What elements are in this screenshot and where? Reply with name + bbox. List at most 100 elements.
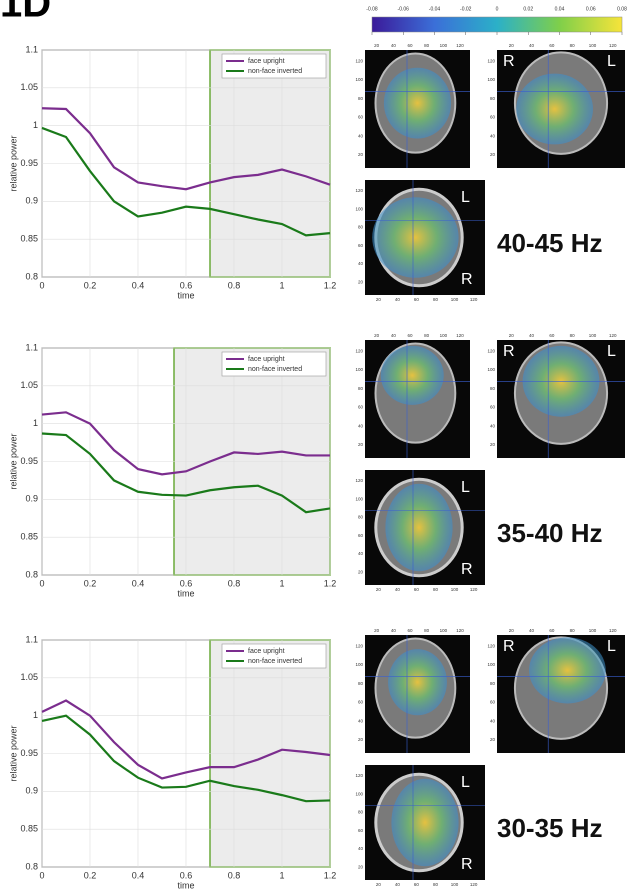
y-tick-label: 1 [33, 418, 38, 428]
brain-tick-label: 100 [487, 662, 495, 667]
brain-tick-label: 120 [487, 348, 495, 353]
activation [380, 345, 444, 405]
orientation-label: L [461, 774, 470, 791]
orientation-label: R [503, 343, 515, 360]
x-tick-label: 0.2 [84, 870, 97, 880]
x-tick-label: 0 [39, 280, 44, 290]
brain-tick-label: 80 [570, 628, 576, 633]
legend-label: face upright [248, 58, 285, 65]
y-tick-label: 1.05 [20, 380, 38, 390]
brain-tick-label: 40 [529, 43, 535, 48]
brain-tick-label: 80 [490, 681, 496, 686]
brain-tick-label: 60 [414, 587, 420, 592]
y-tick-label: 0.85 [20, 824, 38, 834]
brain-tick-label: 60 [490, 700, 496, 705]
series-line [41, 126, 331, 237]
brain-tick-label: 80 [358, 515, 364, 520]
brain-tick-label: 40 [391, 333, 397, 338]
brain-tick-label: 40 [358, 551, 364, 556]
brain-tick-label: 20 [374, 333, 380, 338]
colorbar [371, 16, 623, 33]
brain-tick-label: 100 [440, 43, 448, 48]
brain-tick-label: 20 [374, 628, 380, 633]
y-tick-label: 0.8 [25, 569, 38, 579]
y-tick-label: 1.05 [20, 82, 38, 92]
brain-tick-label: 120 [609, 628, 617, 633]
orientation-label: L [461, 189, 470, 206]
orientation-label: L [607, 638, 616, 655]
y-tick-label: 0.8 [25, 271, 38, 281]
brain-tick-label: 20 [490, 737, 496, 742]
colorbar-tick-label: 0 [496, 6, 499, 12]
series-line [41, 411, 330, 476]
legend-label: non-face inverted [248, 658, 302, 665]
activation [516, 73, 593, 145]
brain-tick-label: 80 [358, 386, 364, 391]
brain-tick-label: 60 [407, 43, 413, 48]
brain-tick-label: 20 [374, 43, 380, 48]
activation [391, 778, 459, 867]
band-label: 30-35 Hz [497, 813, 603, 843]
orientation-label: L [461, 479, 470, 496]
brain-tick-label: 40 [391, 43, 397, 48]
brain-tick-label: 60 [490, 405, 496, 410]
brain-tick-label: 60 [358, 700, 364, 705]
legend [221, 351, 327, 377]
brain-tick-label: 20 [358, 569, 364, 574]
series-line [41, 714, 331, 803]
y-tick-label: 0.9 [25, 786, 38, 796]
x-tick-label: 0.8 [228, 870, 241, 880]
brain-tick-label: 40 [490, 133, 496, 138]
x-tick-label: 0.2 [84, 280, 97, 290]
colorbar-tick-label: 0.02 [523, 6, 533, 12]
brain-tick-label: 80 [490, 386, 496, 391]
brain-tick-label: 100 [440, 628, 448, 633]
series-line [41, 432, 331, 514]
y-axis-label: relative power [8, 433, 18, 489]
x-axis-label: time [177, 880, 194, 890]
brain-tick-label: 120 [355, 478, 363, 483]
orientation-label: R [461, 856, 473, 873]
legend-label: face upright [248, 356, 285, 363]
brain-tick-label: 40 [490, 718, 496, 723]
brain-tick-label: 120 [355, 188, 363, 193]
brain-tick-label: 120 [609, 333, 617, 338]
brain-tick-label: 80 [358, 681, 364, 686]
series-line [41, 699, 331, 780]
brain-tick-label: 120 [355, 348, 363, 353]
brain-tick-label: 80 [570, 333, 576, 338]
y-tick-label: 1 [33, 120, 38, 130]
brain-tick-label: 100 [355, 496, 363, 501]
y-tick-label: 1.1 [25, 634, 38, 644]
activation [385, 483, 453, 572]
y-tick-label: 1.1 [25, 44, 38, 54]
brain-tick-label: 20 [490, 442, 496, 447]
series-line [41, 107, 331, 191]
brain-tick-label: 120 [470, 882, 478, 887]
brain-tick-label: 100 [487, 367, 495, 372]
orientation-label: R [503, 53, 515, 70]
brain-tick-label: 20 [509, 43, 515, 48]
brain-tick-label: 40 [358, 261, 364, 266]
y-tick-label: 1.1 [25, 342, 38, 352]
brain-tick-label: 80 [570, 43, 576, 48]
colorbar-tick-label: -0.04 [429, 6, 441, 12]
brain-tick-label: 40 [358, 423, 364, 428]
brain-tick-label: 120 [456, 333, 464, 338]
brain-tick-label: 60 [358, 115, 364, 120]
activation [383, 67, 452, 139]
brain-tick-label: 120 [609, 43, 617, 48]
y-tick-label: 0.8 [25, 861, 38, 871]
brain-tick-label: 20 [490, 152, 496, 157]
band-label: 40-45 Hz [497, 228, 603, 258]
y-tick-label: 0.9 [25, 494, 38, 504]
brain-tick-label: 100 [355, 77, 363, 82]
legend [221, 643, 327, 669]
colorbar-tick-label: 0.06 [586, 6, 596, 12]
brain-tick-label: 80 [433, 882, 439, 887]
brain-tick-label: 40 [358, 133, 364, 138]
y-tick-label: 0.95 [20, 158, 38, 168]
x-tick-label: 0.4 [132, 870, 145, 880]
brain-tick-label: 100 [451, 587, 459, 592]
brain-tick-label: 40 [490, 423, 496, 428]
